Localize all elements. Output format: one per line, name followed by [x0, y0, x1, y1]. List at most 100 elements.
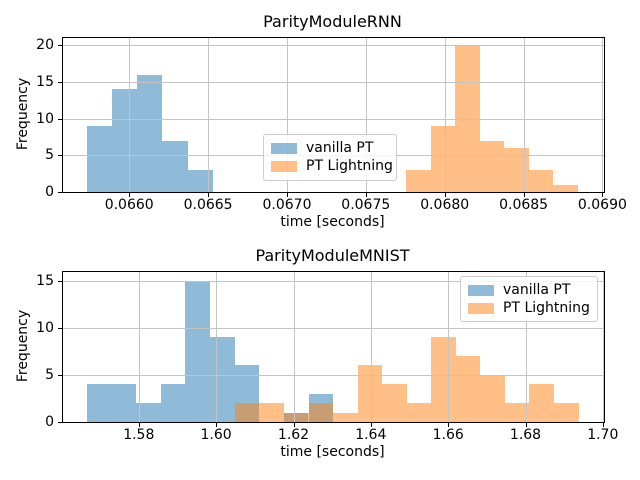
gridline-horizontal: [63, 118, 604, 120]
histogram-bar-vanilla-pt: [136, 403, 161, 422]
gridline-vertical: [448, 272, 450, 422]
axes-parity-module-rnn: [62, 37, 605, 193]
x-tick-mark: [523, 193, 525, 197]
histogram-bar-pt-lightning: [284, 412, 309, 422]
axes-parity-module-mnist: [62, 271, 605, 423]
y-tick-label: 5: [45, 147, 54, 164]
x-tick-mark: [602, 193, 604, 197]
y-tick-mark: [58, 82, 62, 83]
chart-title: ParityModuleMNIST: [255, 246, 410, 265]
y-tick-mark: [58, 280, 62, 282]
histogram-bar-pt-lightning: [553, 184, 578, 192]
histogram-bar-pt-lightning: [431, 337, 456, 422]
chart-title: ParityModuleRNN: [263, 12, 402, 31]
histogram-bar-pt-lightning: [333, 412, 358, 422]
x-tick-mark: [365, 193, 367, 197]
y-tick-mark: [58, 327, 62, 329]
legend-swatch-vanilla-pt: [468, 284, 494, 296]
x-tick-mark: [370, 423, 372, 427]
y-tick-label: 15: [36, 272, 54, 289]
y-tick-label: 15: [36, 74, 54, 90]
gridline-horizontal: [63, 45, 604, 47]
histogram-bar-vanilla-pt: [111, 89, 138, 192]
x-tick-mark: [216, 423, 218, 427]
legend-label-vanilla-pt: vanilla PT: [503, 281, 571, 298]
histogram-bar-pt-lightning: [308, 403, 334, 422]
y-tick-label: 5: [45, 366, 54, 383]
gridline-horizontal: [63, 82, 604, 83]
x-tick-label: 1.70: [587, 427, 619, 443]
histogram-bar-pt-lightning: [430, 126, 456, 192]
x-tick-label: 0.0690: [577, 197, 627, 213]
legend-entry-vanilla-pt: vanilla PT: [468, 282, 590, 299]
gridline-vertical: [208, 38, 210, 192]
y-tick-mark: [58, 422, 62, 423]
gridline-vertical: [602, 38, 604, 192]
x-tick-label: 0.0660: [104, 197, 154, 213]
histogram-bar-vanilla-pt: [86, 126, 112, 192]
x-axis-label: time [seconds]: [280, 444, 385, 460]
x-tick-label: 1.68: [509, 427, 542, 443]
gridline-vertical: [216, 272, 218, 422]
y-axis-label: Frequency: [15, 309, 31, 383]
legend: vanilla PT PT Lightning: [263, 134, 397, 181]
x-tick-mark: [293, 423, 295, 427]
gridline-vertical: [365, 38, 367, 192]
gridline-vertical: [602, 272, 604, 422]
gridline-horizontal: [63, 327, 604, 329]
histogram-bar-vanilla-pt: [111, 384, 137, 422]
x-tick-label: 0.0685: [499, 197, 549, 213]
legend-swatch-pt-lightning: [468, 302, 494, 314]
x-tick-label: 1.60: [200, 427, 232, 443]
histogram-bar-pt-lightning: [406, 170, 431, 192]
gridline-vertical: [293, 272, 295, 422]
legend-entry-pt-lightning: PT Lightning: [271, 158, 393, 175]
x-tick-label: 1.64: [355, 427, 387, 443]
y-axis-label: Frequency: [15, 77, 31, 151]
y-tick-label: 0: [45, 414, 54, 430]
histogram-bar-pt-lightning: [259, 403, 285, 422]
x-axis-label: time [seconds]: [280, 214, 385, 230]
histogram-bar-pt-lightning: [455, 45, 480, 192]
gridline-horizontal: [63, 374, 604, 376]
x-tick-label: 1.66: [432, 427, 464, 443]
gridline-vertical: [138, 272, 140, 422]
histogram-bar-vanilla-pt: [185, 280, 210, 422]
histogram-bar-pt-lightning: [382, 384, 407, 422]
histogram-bar-pt-lightning: [480, 374, 505, 422]
x-tick-label: 0.0670: [262, 197, 312, 213]
x-tick-mark: [138, 423, 140, 427]
legend-entry-pt-lightning: PT Lightning: [468, 300, 590, 317]
gridline-vertical: [129, 38, 131, 192]
y-tick-label: 20: [36, 37, 54, 54]
x-tick-mark: [208, 193, 210, 197]
histogram-bar-pt-lightning: [406, 403, 432, 422]
histogram-bar-vanilla-pt: [87, 384, 112, 422]
x-tick-mark: [448, 423, 450, 427]
gridline-horizontal: [63, 280, 604, 282]
gridline-vertical: [370, 272, 372, 422]
gridline-vertical: [287, 38, 288, 192]
x-tick-mark: [602, 423, 604, 427]
histogram-bar-vanilla-pt: [187, 170, 213, 192]
histogram-bar-vanilla-pt: [137, 74, 163, 192]
legend-swatch-vanilla-pt: [271, 142, 297, 154]
x-tick-mark: [129, 193, 131, 197]
legend-label-pt-lightning: PT Lightning: [503, 299, 590, 316]
x-tick-label: 0.0675: [341, 197, 391, 213]
histogram-bar-pt-lightning: [529, 384, 554, 422]
y-tick-mark: [58, 374, 62, 376]
y-tick-label: 0: [45, 184, 54, 200]
x-tick-label: 1.62: [277, 427, 310, 443]
histogram-bar-pt-lightning: [479, 140, 505, 192]
x-tick-mark: [287, 193, 288, 197]
x-tick-label: 1.58: [123, 427, 155, 443]
y-tick-mark: [58, 192, 62, 193]
legend: vanilla PT PT Lightning: [460, 276, 598, 322]
gridline-vertical: [525, 272, 527, 422]
x-tick-mark: [525, 423, 527, 427]
histogram-bar-pt-lightning: [235, 403, 260, 422]
gridline-vertical: [444, 38, 446, 192]
histogram-bar-pt-lightning: [528, 170, 554, 192]
